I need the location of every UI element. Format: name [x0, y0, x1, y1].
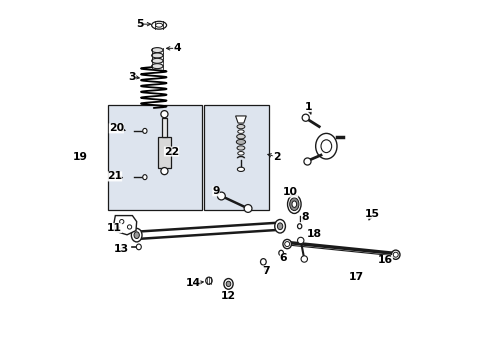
Text: 2: 2	[272, 152, 280, 162]
Text: 11: 11	[107, 223, 122, 233]
Text: 15: 15	[364, 209, 379, 219]
Circle shape	[161, 167, 168, 175]
Ellipse shape	[142, 129, 147, 134]
Ellipse shape	[151, 64, 163, 69]
FancyBboxPatch shape	[158, 137, 170, 167]
Ellipse shape	[151, 48, 163, 53]
Text: 8: 8	[301, 212, 308, 222]
Polygon shape	[114, 216, 137, 235]
Text: 9: 9	[212, 186, 219, 197]
Text: 21: 21	[107, 171, 122, 181]
Ellipse shape	[315, 134, 336, 159]
Ellipse shape	[291, 201, 296, 207]
Ellipse shape	[237, 152, 244, 155]
Ellipse shape	[289, 198, 298, 211]
Ellipse shape	[236, 134, 244, 139]
Text: 10: 10	[283, 188, 298, 197]
Text: 16: 16	[377, 255, 392, 265]
Ellipse shape	[277, 223, 282, 230]
Ellipse shape	[226, 281, 230, 287]
Ellipse shape	[236, 139, 245, 144]
Text: 3: 3	[128, 72, 136, 82]
Ellipse shape	[287, 195, 301, 213]
Ellipse shape	[224, 279, 233, 289]
Circle shape	[301, 256, 307, 262]
Text: 20: 20	[109, 123, 124, 134]
Text: 6: 6	[279, 253, 287, 263]
Circle shape	[284, 242, 289, 247]
Circle shape	[217, 192, 225, 200]
Ellipse shape	[237, 130, 244, 134]
Circle shape	[244, 204, 251, 212]
Ellipse shape	[237, 146, 244, 150]
Text: 12: 12	[221, 291, 236, 301]
Ellipse shape	[155, 23, 163, 27]
Polygon shape	[235, 116, 246, 123]
Ellipse shape	[151, 53, 163, 58]
Ellipse shape	[278, 250, 283, 256]
Ellipse shape	[274, 220, 285, 233]
Ellipse shape	[391, 250, 399, 259]
Text: 4: 4	[173, 43, 181, 53]
Circle shape	[302, 114, 308, 121]
Circle shape	[304, 158, 310, 165]
Text: 17: 17	[348, 272, 364, 282]
Text: 14: 14	[185, 278, 200, 288]
FancyBboxPatch shape	[203, 105, 269, 210]
Text: 22: 22	[163, 147, 179, 157]
FancyBboxPatch shape	[161, 118, 167, 137]
Circle shape	[297, 237, 304, 244]
Ellipse shape	[131, 228, 142, 242]
Text: 13: 13	[114, 244, 129, 255]
Ellipse shape	[142, 175, 147, 180]
Ellipse shape	[205, 277, 212, 284]
Ellipse shape	[151, 58, 163, 63]
Ellipse shape	[237, 167, 244, 171]
Circle shape	[127, 225, 131, 229]
Circle shape	[120, 220, 123, 224]
Ellipse shape	[151, 21, 166, 29]
Ellipse shape	[260, 258, 265, 265]
FancyBboxPatch shape	[107, 105, 202, 210]
Circle shape	[161, 111, 168, 118]
Circle shape	[392, 252, 397, 257]
Text: 1: 1	[304, 102, 312, 112]
Ellipse shape	[283, 239, 291, 249]
Text: 5: 5	[136, 19, 143, 29]
Ellipse shape	[297, 224, 301, 229]
Ellipse shape	[136, 244, 141, 250]
Ellipse shape	[320, 140, 331, 153]
Text: 18: 18	[306, 229, 321, 239]
Text: 19: 19	[72, 152, 87, 162]
Ellipse shape	[237, 125, 244, 129]
Ellipse shape	[134, 232, 139, 239]
Text: 7: 7	[262, 266, 269, 276]
